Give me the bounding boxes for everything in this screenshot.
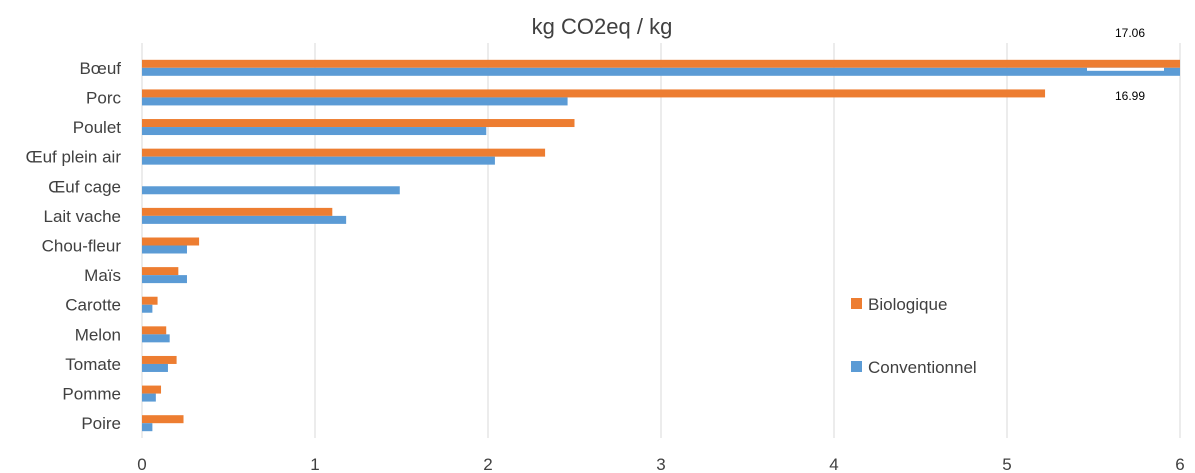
data-label-biologique-boeuf: 17.06 <box>1115 26 1145 40</box>
category-label: Maïs <box>84 266 121 285</box>
bars <box>142 59 1180 432</box>
x-tick-label: 2 <box>483 455 492 473</box>
x-tick-label: 5 <box>1002 455 1011 473</box>
category-label: Porc <box>86 88 121 107</box>
legend: Biologique Conventionnel <box>851 295 977 377</box>
category-labels: Bœuf Porc Poulet Œuf plein air Œuf cage Lait… <box>26 59 122 433</box>
category-label: Œuf plein air <box>26 148 122 167</box>
bar-conventionnel-poulet <box>142 127 487 136</box>
bar-biologique-poulet <box>142 119 575 128</box>
bar-conventionnel-oeuf-cage <box>142 186 400 195</box>
legend-label-biologique: Biologique <box>868 295 947 314</box>
legend-swatch-biologique <box>851 298 862 309</box>
x-tick-label: 0 <box>137 455 146 473</box>
legend-swatch-conventionnel <box>851 361 862 372</box>
axis-break-mark <box>1087 67 1164 71</box>
bar-conventionnel-porc <box>142 97 568 106</box>
category-label: Melon <box>75 325 121 344</box>
data-labels: 17.06 16.99 <box>1115 26 1145 103</box>
x-tick-label: 3 <box>656 455 665 473</box>
bar-conventionnel-melon <box>142 334 170 343</box>
bar-conventionnel-pomme <box>142 393 156 402</box>
gridlines <box>141 43 1181 438</box>
bar-biologique-pomme <box>142 385 162 394</box>
bar-conventionnel-boeuf <box>142 67 1180 76</box>
bar-conventionnel-oeuf-plein-air <box>142 156 495 165</box>
bar-conventionnel-carotte <box>142 304 153 313</box>
bar-biologique-oeuf-plein-air <box>142 148 546 157</box>
category-label: Chou-fleur <box>42 237 122 256</box>
legend-label-conventionnel: Conventionnel <box>868 358 977 377</box>
bar-biologique-boeuf <box>142 59 1180 68</box>
bar-biologique-melon <box>142 326 167 335</box>
category-label: Lait vache <box>44 207 122 226</box>
bar-conventionnel-tomate <box>142 363 168 372</box>
category-label: Bœuf <box>79 59 121 78</box>
bar-biologique-poire <box>142 415 184 424</box>
bar-biologique-porc <box>142 89 1046 98</box>
x-tick-label: 1 <box>310 455 319 473</box>
bar-conventionnel-chou-fleur <box>142 245 187 254</box>
bar-conventionnel-mais <box>142 275 187 284</box>
category-label: Œuf cage <box>48 177 121 196</box>
category-label: Carotte <box>65 296 121 315</box>
bar-conventionnel-poire <box>142 423 153 432</box>
x-axis-tick-labels: 0 1 2 3 4 5 6 <box>137 455 1184 473</box>
bar-biologique-mais <box>142 267 179 276</box>
chart-title: kg CO2eq / kg <box>532 14 673 39</box>
data-label-conventionnel-boeuf: 16.99 <box>1115 89 1145 103</box>
category-label: Pomme <box>62 385 121 404</box>
x-tick-label: 4 <box>829 455 838 473</box>
bar-biologique-chou-fleur <box>142 237 200 246</box>
category-label: Poire <box>81 414 121 433</box>
category-label: Tomate <box>65 355 121 374</box>
bar-biologique-tomate <box>142 355 177 364</box>
bar-conventionnel-lait-vache <box>142 215 347 224</box>
x-tick-label: 6 <box>1175 455 1184 473</box>
category-label: Poulet <box>73 118 121 137</box>
bar-biologique-carotte <box>142 296 158 305</box>
bar-biologique-lait-vache <box>142 207 333 216</box>
